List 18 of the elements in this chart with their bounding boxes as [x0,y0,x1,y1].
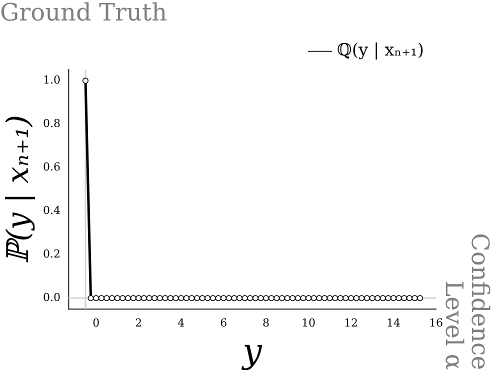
y-tick-label: 1.0 [42,74,60,87]
chart-title: Ground Truth [0,0,168,27]
y-tick-label: 0.8 [42,117,60,130]
legend-label: ℚ(y | xₙ₊₁) [337,40,424,61]
y-tick-label: 0.4 [42,204,60,218]
x-tick-label: 10 [302,316,316,330]
x-tick-label: 14 [386,316,401,330]
x-tick-label: 8 [262,316,270,330]
x-tick-label: 4 [178,316,185,330]
y-tick-label: 0.0 [42,290,60,304]
x-tick-label: 0 [92,316,100,330]
y-tick-label: 0.2 [42,247,60,260]
x-tick-label: 12 [344,316,358,330]
x-axis-title: y [240,331,263,372]
y-axis-title: ℙ(y | xₙ₊₁) [0,114,36,264]
y-tick-label: 0.6 [42,160,60,174]
x-tick-label: 2 [135,316,142,330]
x-tick-label: 6 [220,316,228,330]
